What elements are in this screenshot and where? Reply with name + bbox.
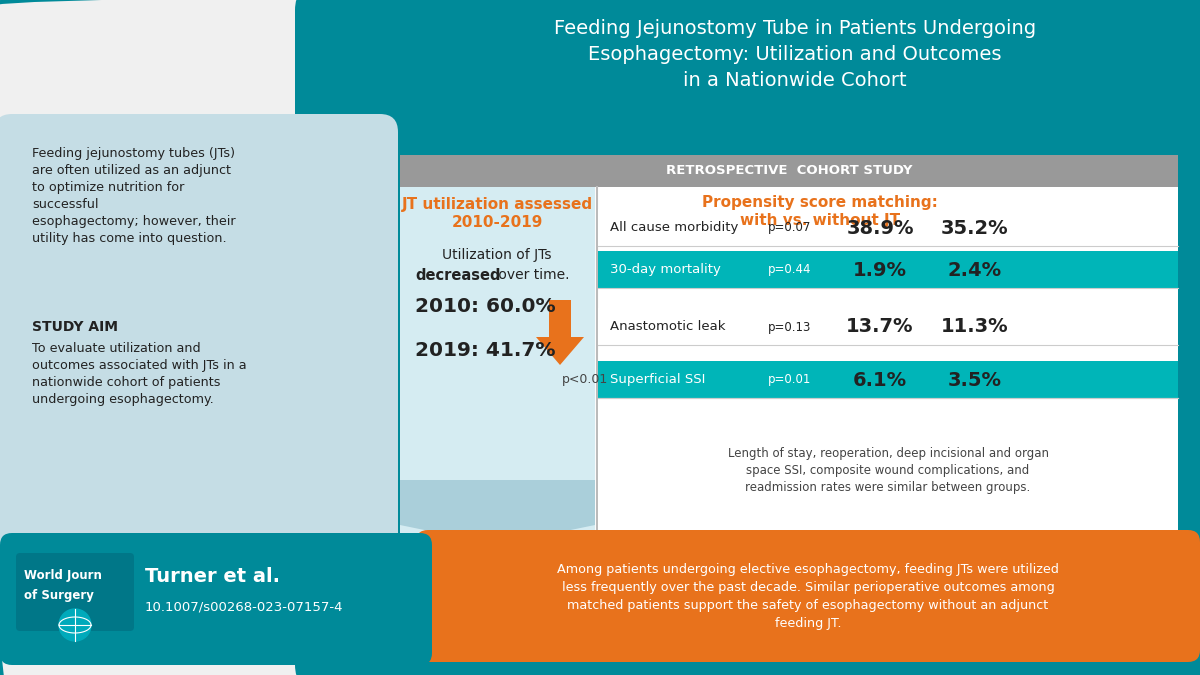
Text: utility has come into question.: utility has come into question.	[32, 232, 227, 245]
Polygon shape	[400, 480, 595, 545]
Text: 2.4%: 2.4%	[948, 261, 1002, 279]
Text: Anastomotic leak: Anastomotic leak	[610, 321, 726, 333]
Text: decreased: decreased	[415, 267, 500, 283]
Text: Feeding Jejunostomy Tube in Patients Undergoing: Feeding Jejunostomy Tube in Patients Und…	[554, 20, 1036, 38]
Text: 2019: 41.7%: 2019: 41.7%	[415, 340, 556, 360]
Text: All cause morbidity: All cause morbidity	[610, 221, 738, 234]
Text: p=0.01: p=0.01	[768, 373, 811, 387]
FancyBboxPatch shape	[598, 361, 1178, 398]
Text: in a Nationwide Cohort: in a Nationwide Cohort	[683, 72, 907, 90]
Text: feeding JT.: feeding JT.	[775, 616, 841, 630]
FancyBboxPatch shape	[0, 533, 432, 665]
Text: 6.1%: 6.1%	[853, 371, 907, 389]
Text: World Journ: World Journ	[24, 568, 102, 581]
FancyArrow shape	[536, 300, 584, 365]
Text: to optimize nutrition for: to optimize nutrition for	[32, 181, 185, 194]
Text: Utilization of JTs: Utilization of JTs	[443, 248, 552, 262]
Text: RETROSPECTIVE  COHORT STUDY: RETROSPECTIVE COHORT STUDY	[666, 165, 912, 178]
Text: 1.9%: 1.9%	[853, 261, 907, 279]
Text: STUDY AIM: STUDY AIM	[32, 320, 118, 334]
Text: less frequently over the past decade. Similar perioperative outcomes among: less frequently over the past decade. Si…	[562, 580, 1055, 593]
Text: of Surgery: of Surgery	[24, 589, 94, 601]
Text: outcomes associated with JTs in a: outcomes associated with JTs in a	[32, 359, 247, 372]
FancyBboxPatch shape	[400, 187, 595, 545]
Text: undergoing esophagectomy.: undergoing esophagectomy.	[32, 393, 214, 406]
Text: JT utilization assessed: JT utilization assessed	[402, 197, 593, 212]
Text: space SSI, composite wound complications, and: space SSI, composite wound complications…	[746, 464, 1030, 477]
Text: esophagectomy; however, their: esophagectomy; however, their	[32, 215, 235, 228]
FancyBboxPatch shape	[598, 398, 1178, 545]
FancyBboxPatch shape	[0, 114, 398, 585]
FancyBboxPatch shape	[416, 530, 1200, 662]
Text: Among patients undergoing elective esophagectomy, feeding JTs were utilized: Among patients undergoing elective esoph…	[557, 562, 1058, 576]
Text: successful: successful	[32, 198, 98, 211]
Text: 13.7%: 13.7%	[846, 317, 913, 337]
Text: Feeding jejunostomy tubes (JTs): Feeding jejunostomy tubes (JTs)	[32, 147, 235, 160]
Circle shape	[59, 609, 91, 641]
FancyBboxPatch shape	[598, 209, 1178, 246]
Text: readmission rates were similar between groups.: readmission rates were similar between g…	[745, 481, 1031, 494]
Text: p=0.13: p=0.13	[768, 321, 811, 333]
FancyBboxPatch shape	[16, 553, 134, 631]
Text: 10.1007/s00268-023-07157-4: 10.1007/s00268-023-07157-4	[145, 601, 343, 614]
Text: Superficial SSI: Superficial SSI	[610, 373, 706, 387]
Text: 2010: 60.0%: 2010: 60.0%	[415, 298, 556, 317]
Text: 38.9%: 38.9%	[846, 219, 913, 238]
FancyBboxPatch shape	[400, 155, 1178, 187]
FancyBboxPatch shape	[295, 0, 1200, 675]
Text: 30-day mortality: 30-day mortality	[610, 263, 721, 277]
Text: p=0.44: p=0.44	[768, 263, 811, 277]
Text: are often utilized as an adjunct: are often utilized as an adjunct	[32, 164, 230, 177]
Text: Esophagectomy: Utilization and Outcomes: Esophagectomy: Utilization and Outcomes	[588, 45, 1002, 65]
Text: over time.: over time.	[494, 268, 570, 282]
FancyBboxPatch shape	[598, 308, 1178, 345]
Text: Propensity score matching:: Propensity score matching:	[702, 195, 938, 210]
Text: with vs. without JT: with vs. without JT	[740, 213, 900, 228]
Text: p=0.07: p=0.07	[768, 221, 811, 234]
Text: 2010-2019: 2010-2019	[451, 215, 542, 230]
Text: nationwide cohort of patients: nationwide cohort of patients	[32, 376, 221, 389]
Text: 11.3%: 11.3%	[941, 317, 1009, 337]
Text: matched patients support the safety of esophagectomy without an adjunct: matched patients support the safety of e…	[568, 599, 1049, 612]
Text: p<0.01: p<0.01	[562, 373, 608, 387]
Text: To evaluate utilization and: To evaluate utilization and	[32, 342, 200, 355]
Text: Length of stay, reoperation, deep incisional and organ: Length of stay, reoperation, deep incisi…	[727, 447, 1049, 460]
FancyBboxPatch shape	[400, 187, 1178, 545]
Text: 3.5%: 3.5%	[948, 371, 1002, 389]
Text: 35.2%: 35.2%	[941, 219, 1009, 238]
FancyBboxPatch shape	[598, 251, 1178, 288]
Text: Turner et al.: Turner et al.	[145, 568, 280, 587]
